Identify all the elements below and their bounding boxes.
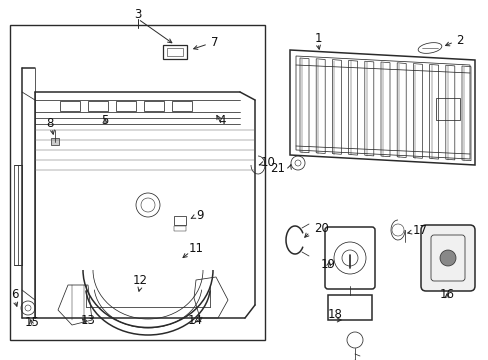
- Bar: [163, 45, 186, 59]
- Text: 8: 8: [46, 117, 54, 130]
- Bar: [174, 216, 185, 225]
- Bar: [143, 101, 163, 111]
- Text: 12: 12: [132, 274, 147, 287]
- Bar: [327, 295, 371, 320]
- Text: 18: 18: [327, 309, 342, 321]
- Bar: [172, 101, 192, 111]
- Bar: [14, 165, 22, 265]
- Text: 20: 20: [314, 221, 329, 234]
- Bar: [167, 48, 183, 56]
- Text: 13: 13: [81, 314, 95, 327]
- Bar: [174, 226, 185, 231]
- Bar: [60, 101, 80, 111]
- Text: 1: 1: [314, 32, 321, 45]
- Bar: [116, 101, 136, 111]
- Bar: [10, 25, 264, 340]
- Text: 9: 9: [196, 208, 203, 221]
- Bar: [88, 101, 108, 111]
- Text: 10: 10: [260, 156, 275, 168]
- Text: 7: 7: [211, 36, 218, 49]
- Bar: [51, 138, 59, 145]
- Text: 5: 5: [101, 113, 108, 126]
- Text: 19: 19: [320, 258, 335, 271]
- Text: 21: 21: [270, 162, 285, 175]
- Text: 14: 14: [187, 314, 202, 327]
- Text: 16: 16: [439, 288, 453, 302]
- FancyBboxPatch shape: [420, 225, 474, 291]
- Text: 6: 6: [11, 288, 19, 302]
- Circle shape: [439, 250, 455, 266]
- Text: 11: 11: [188, 242, 203, 255]
- Text: 17: 17: [412, 224, 427, 237]
- Text: 3: 3: [134, 8, 142, 21]
- Bar: [435, 98, 459, 120]
- Text: 15: 15: [24, 315, 40, 328]
- Text: 4: 4: [218, 113, 225, 126]
- Text: 2: 2: [455, 33, 463, 46]
